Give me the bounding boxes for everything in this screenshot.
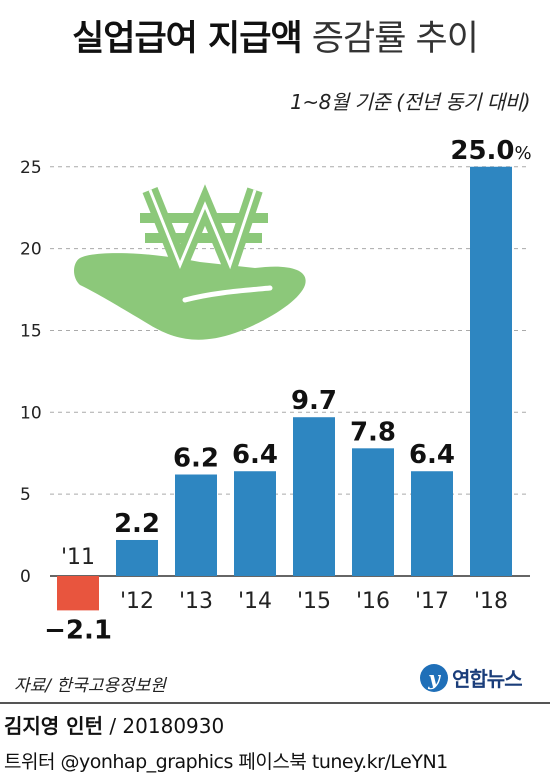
x-tick-label: '12	[120, 589, 154, 614]
x-tick-label: '18	[474, 589, 508, 614]
credit-date: / 20180930	[102, 714, 225, 738]
bars	[57, 166, 512, 611]
data-label: 9.7	[291, 386, 337, 416]
x-tick-label: '16	[356, 589, 390, 614]
bar	[411, 471, 453, 576]
labels: 0 5 10 15 20 25 '11 −2.1 '12 2.2 '13 6.2 '14 6.4 '15 9.…	[20, 136, 532, 646]
chart-title: 실업급여 지급액 증감률 추이	[0, 10, 550, 61]
x-tick-label: '14	[238, 589, 272, 614]
bar	[470, 166, 512, 576]
credit-line: 김지영 인턴 / 20180930	[4, 710, 224, 739]
y-tick-label: 0	[20, 567, 31, 587]
source-note: 자료/ 한국고용정보원	[14, 676, 166, 696]
yonhap-logo-text: 연합뉴스	[452, 667, 523, 691]
bar	[116, 539, 158, 576]
data-label: 2.2	[114, 509, 160, 539]
author-name: 김지영 인턴	[4, 714, 103, 738]
bar-chart: 0 5 10 15 20 25 '11 −2.1 '12 2.2 '13 6.2 '14 6.4 '15 9.…	[20, 136, 532, 646]
yonhap-logo-icon: y	[420, 663, 448, 692]
yonhap-logo: y 연합뉴스	[420, 663, 523, 692]
x-tick-label: '15	[297, 589, 331, 614]
y-tick-label: 5	[20, 485, 31, 505]
data-label: 6.2	[173, 444, 219, 474]
bar	[234, 471, 276, 576]
title-bold: 실업급여 지급액	[72, 19, 303, 59]
data-label: 6.4	[409, 440, 455, 470]
hand-holding-won-icon	[74, 184, 306, 340]
data-label: 7.8	[350, 417, 396, 447]
bar	[57, 576, 99, 611]
y-tick-label: 10	[20, 403, 42, 423]
data-label: 6.4	[232, 440, 278, 470]
chart-subtitle: 1~8월 기준 (전년 동기 대비)	[290, 90, 530, 114]
bar	[293, 417, 335, 576]
x-tick-label: '17	[415, 589, 449, 614]
x-tick-label: '11	[61, 545, 95, 570]
sns-line: 트위터 @yonhap_graphics 페이스북 tuney.kr/LeYN1	[4, 751, 448, 773]
y-tick-label: 15	[20, 321, 42, 341]
bar	[352, 448, 394, 576]
data-label: −2.1	[44, 615, 112, 645]
footer-divider	[0, 702, 550, 704]
bar	[175, 474, 217, 576]
x-tick-label: '13	[179, 589, 213, 614]
y-tick-label: 20	[20, 240, 42, 260]
y-tick-label: 25	[20, 158, 42, 178]
title-light: 증감률 추이	[311, 19, 479, 59]
data-label: 25.0%	[450, 136, 531, 166]
